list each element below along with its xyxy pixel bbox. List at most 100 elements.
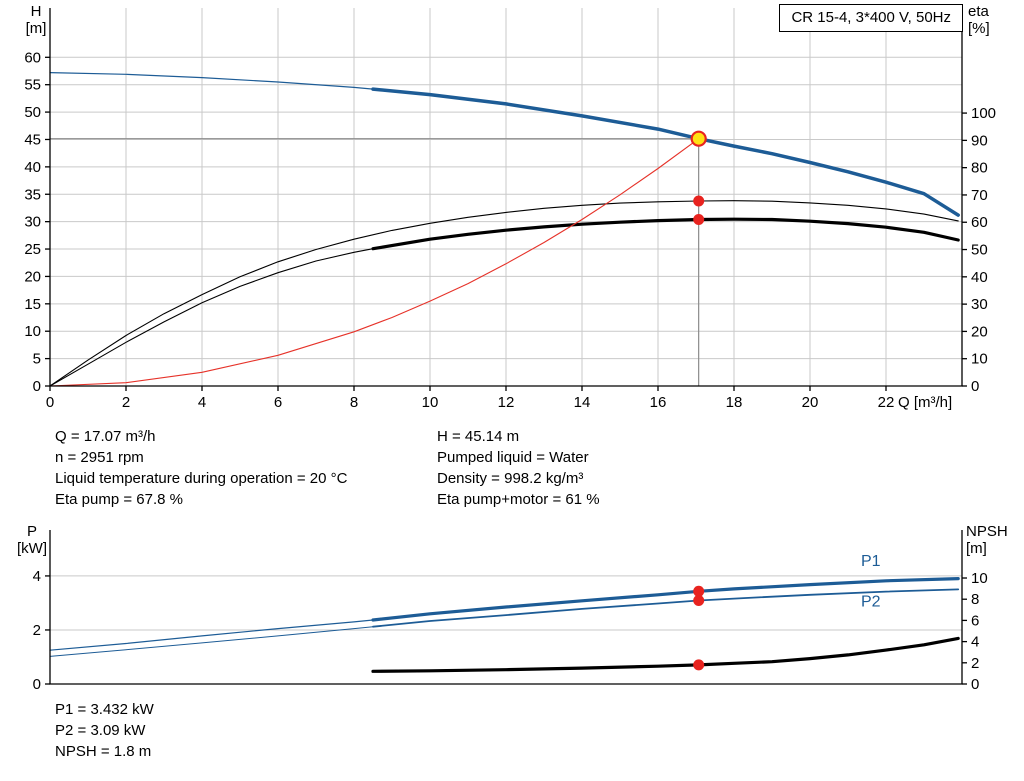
svg-text:4: 4 (198, 394, 206, 411)
svg-text:0: 0 (33, 676, 41, 693)
npsh-axis-label: NPSH [m] (966, 523, 1008, 557)
speed-value: n = 2951 rpm (55, 449, 144, 466)
svg-text:0: 0 (46, 394, 54, 411)
svg-text:25: 25 (24, 241, 41, 258)
svg-text:18: 18 (726, 394, 743, 411)
svg-text:6: 6 (274, 394, 282, 411)
p-axis-label-unit: [kW] (17, 540, 47, 557)
svg-text:10: 10 (422, 394, 439, 411)
axes (45, 530, 967, 685)
svg-text:4: 4 (33, 568, 41, 585)
svg-text:2: 2 (33, 622, 41, 639)
svg-text:60: 60 (971, 214, 988, 231)
svg-text:35: 35 (24, 186, 41, 203)
eta-pump-motor-value: Eta pump+motor = 61 % (437, 491, 600, 508)
svg-text:6: 6 (971, 612, 979, 629)
gridlines (50, 8, 962, 386)
duty-point[interactable] (690, 130, 707, 147)
h-axis-label: H [m] (14, 3, 58, 37)
svg-text:14: 14 (574, 394, 591, 411)
svg-text:40: 40 (24, 159, 41, 176)
svg-text:8: 8 (971, 591, 979, 608)
markers (693, 585, 705, 671)
system-resistance-curve (49, 138, 700, 387)
svg-text:20: 20 (802, 394, 819, 411)
hq-eta-chart: 0510152025303540455055600102030405060708… (24, 8, 996, 411)
svg-text:22: 22 (878, 394, 895, 411)
series (49, 71, 960, 387)
svg-text:50: 50 (971, 242, 988, 259)
eta-pump-curve (49, 200, 959, 387)
operating-data-left: Q = 17.07 m³/h n = 2951 rpm Liquid tempe… (55, 426, 347, 510)
duty-crosshair (50, 138, 700, 386)
svg-text:8: 8 (350, 394, 358, 411)
p-axis-label: P [kW] (8, 523, 56, 557)
eta-pump-motor-curve (49, 217, 960, 387)
series-label-p1: P1 (861, 553, 881, 570)
svg-text:20: 20 (24, 268, 41, 285)
eta-axis-label-unit: [%] (968, 20, 990, 37)
p1-point (693, 585, 705, 597)
p2-value: P2 = 3.09 kW (55, 722, 146, 739)
svg-text:10: 10 (971, 570, 988, 587)
p2-point (693, 595, 705, 606)
p1-value: P1 = 3.432 kW (55, 701, 154, 718)
svg-text:80: 80 (971, 160, 988, 177)
p2-power-curve (49, 588, 960, 657)
power-npsh-chart: 0 2 4 0 2 4 6 8 10 P1 P2 (33, 530, 988, 693)
svg-text:0: 0 (971, 676, 979, 693)
svg-text:0: 0 (971, 378, 979, 395)
svg-text:55: 55 (24, 77, 41, 94)
svg-text:20: 20 (971, 323, 988, 340)
npsh-value: NPSH = 1.8 m (55, 743, 152, 760)
svg-text:12: 12 (498, 394, 515, 411)
h-axis-label-symbol: H (30, 3, 42, 20)
operating-data-right: H = 45.14 m Pumped liquid = Water Densit… (437, 426, 600, 510)
npsh-axis-label-symbol: NPSH (966, 523, 1008, 540)
svg-text:10: 10 (971, 351, 988, 368)
svg-text:15: 15 (24, 296, 41, 313)
svg-text:70: 70 (971, 187, 988, 204)
svg-text:45: 45 (24, 131, 41, 148)
axes (45, 8, 967, 391)
npsh-curve (371, 636, 960, 673)
svg-text:2: 2 (122, 394, 130, 411)
svg-text:40: 40 (971, 269, 988, 286)
markers (690, 130, 707, 225)
svg-text:4: 4 (971, 634, 979, 651)
svg-text:50: 50 (24, 104, 41, 121)
head-value: H = 45.14 m (437, 428, 520, 445)
tick-labels: 0510152025303540455055600102030405060708… (24, 49, 996, 411)
svg-text:30: 30 (971, 296, 988, 313)
series-label-p2: P2 (861, 594, 881, 611)
liquid-temperature-value: Liquid temperature during operation = 20… (55, 470, 348, 487)
density-value: Density = 998.2 kg/m³ (437, 470, 584, 487)
svg-text:10: 10 (24, 323, 41, 340)
pump-hq-curve (49, 71, 960, 217)
svg-text:90: 90 (971, 132, 988, 149)
svg-text:0: 0 (33, 378, 41, 395)
tick-labels: 0 2 4 0 2 4 6 8 10 (33, 568, 988, 693)
svg-text:30: 30 (24, 214, 41, 231)
h-axis-label-unit: [m] (25, 20, 47, 37)
pump-title-box: CR 15-4, 3*400 V, 50Hz (779, 4, 963, 32)
npsh-axis-label-unit: [m] (966, 540, 987, 557)
gridlines (50, 575, 962, 631)
svg-text:100: 100 (971, 105, 996, 122)
series (49, 576, 960, 673)
svg-text:2: 2 (971, 655, 979, 672)
eta-pump-value: Eta pump = 67.8 % (55, 491, 183, 508)
eta-pump-motor-point (693, 214, 705, 225)
result-data: P1 = 3.432 kW P2 = 3.09 kW NPSH = 1.8 m (55, 699, 154, 762)
eta-pump-point (693, 195, 705, 207)
eta-axis-label: eta [%] (968, 3, 990, 37)
npsh-point (693, 659, 705, 671)
x-axis-unit-label: Q [m³/h] (898, 394, 952, 411)
svg-text:16: 16 (650, 394, 667, 411)
flow-value: Q = 17.07 m³/h (55, 428, 156, 445)
svg-text:60: 60 (24, 49, 41, 66)
pumped-liquid-value: Pumped liquid = Water (437, 449, 589, 466)
p1-power-curve (49, 576, 960, 651)
eta-axis-label-symbol: eta (968, 3, 989, 20)
